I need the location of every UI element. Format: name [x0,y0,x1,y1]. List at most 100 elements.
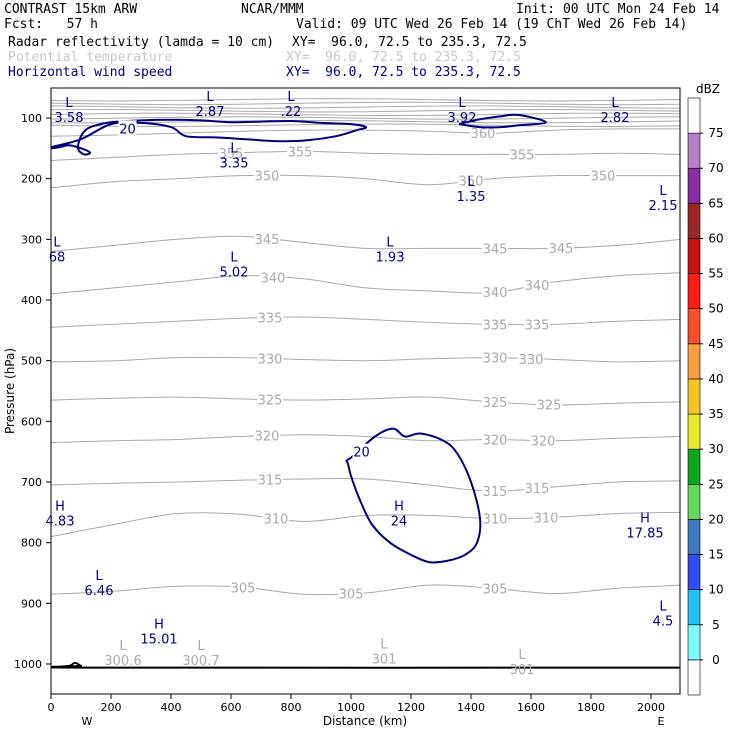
theta-label-310: 310 [534,511,559,526]
theta-contour-345 [51,235,680,252]
theta-label-345: 345 [483,242,508,257]
wind-extremum-kind: H [55,499,65,514]
theta-label-320: 320 [255,430,280,445]
east-endpoint-label: E [658,715,665,728]
colorbar-level-label: 0 [712,653,720,667]
theta-label-335: 335 [525,318,550,333]
field-reflectivity-name: Radar reflectivity (lamda = 10 cm) [8,35,275,50]
theta-label-bg [470,124,496,140]
theta-extremum-value: 301 [510,663,535,678]
y-tick-label: 1000 [14,658,42,671]
theta-contour-380 [51,112,680,117]
theta-label-bg [482,394,508,410]
theta-label-bg [524,276,550,292]
colorbar-level-label: 65 [708,196,723,210]
colorbar-box [687,273,701,310]
theta-contour-350 [51,174,680,189]
wind-label-bg [352,443,371,459]
theta-label-355: 355 [510,148,535,163]
colorbar-box [687,132,701,169]
field-theta-xy: XY= 96.0, 72.5 to 235.3, 72.5 [286,50,521,65]
y-axis-label: Pressure (hPa) [3,348,17,434]
theta-label-bg [260,269,286,285]
theta-contours: 305 305 305 310 310 310 315 315 315 320 320 320 325 3… [51,98,680,602]
theta-extremum-value: 301 [372,653,397,668]
colorbar-level-label: 60 [708,231,723,245]
colorbar-level-label: 70 [708,161,723,175]
field-reflectivity-xy: XY= 96.0, 72.5 to 235.3, 72.5 [292,35,527,50]
wind-extremum-value: 4.5 [653,614,674,629]
colorbar-level-label: 75 [708,126,723,140]
theta-label-305: 305 [339,587,364,602]
wind-extremum-kind: L [659,599,667,614]
wind-extremum-kind: L [458,96,466,111]
theta-label-340: 340 [525,279,550,294]
theta-label-320: 320 [531,435,556,450]
wind-extremum-value: 2.82 [601,111,630,126]
wind-label-bg [118,120,137,136]
wind-extremum-kind: L [230,141,238,156]
colorbar-box [687,483,701,520]
x-tick-label: 1600 [517,701,545,714]
wind-extremum-kind: H [154,618,164,633]
theta-label-bg [482,580,508,596]
colorbar-box [687,624,701,661]
colorbar-level-label: 55 [708,267,723,281]
wind-extremum-kind: L [65,96,73,111]
x-tick-label: 1800 [577,701,605,714]
wind-extremum-value: 4.83 [46,514,75,529]
wind-extremum-value: .22 [281,105,302,120]
wind-extremum-value: 3.58 [55,111,84,126]
org-label: NCAR/MMM [241,2,304,17]
theta-label-bg [257,471,283,487]
theta-label-bg [287,143,313,159]
x-tick-label: 1400 [457,701,485,714]
theta-label-bg [254,230,280,246]
theta-label-310: 310 [483,512,508,527]
wind-extremum-value: 6.46 [85,584,114,599]
theta-label-340: 340 [261,271,286,286]
theta-contour-325 [51,396,680,406]
theta-label-bg [536,396,562,412]
x-tick-label: 800 [281,701,302,714]
wind-extremum-kind: L [287,90,295,105]
wind-extremum-value: 1.35 [457,190,486,205]
colorbar-box [687,238,701,274]
theta-extremum-value: 300.7 [182,654,219,669]
colorbar-level-label: 45 [708,337,723,351]
theta-label-bg [257,350,283,366]
theta-contour-355 [51,150,680,161]
wind-extremum-value: 24 [391,514,408,529]
wind-contour-20 [51,118,368,156]
theta-label-345: 345 [549,242,574,257]
theta-label-bg [482,510,508,526]
theta-label-330: 330 [483,352,508,367]
theta-label-bg [482,284,508,300]
colorbar-box [687,659,701,696]
field-theta-name: Potential temperature [8,50,173,65]
wind-extremum-kind: L [611,96,619,111]
theta-label-315: 315 [258,474,283,489]
x-tick-label: 1200 [397,701,425,714]
theta-contour-385 [51,108,680,113]
colorbar-box [687,203,701,239]
theta-label-325: 325 [483,396,508,411]
x-tick-label: 600 [221,701,242,714]
colorbar-box [687,97,701,134]
colorbar-level-label: 30 [708,442,723,456]
theta-label-bg [482,240,508,256]
wind-extremum-kind: H [640,511,650,526]
theta-label-bg [254,427,280,443]
colorbar-level-label: 35 [708,407,723,421]
wind-extremum-kind: L [659,184,667,199]
theta-label-305: 305 [483,582,508,597]
model-title: CONTRAST 15km ARW [4,2,138,17]
theta-label-bg [482,349,508,365]
colorbar-box [687,589,701,626]
theta-label-bg [482,482,508,498]
wind-extremum-value: 5.02 [220,266,249,281]
x-tick-label: 0 [48,701,55,714]
